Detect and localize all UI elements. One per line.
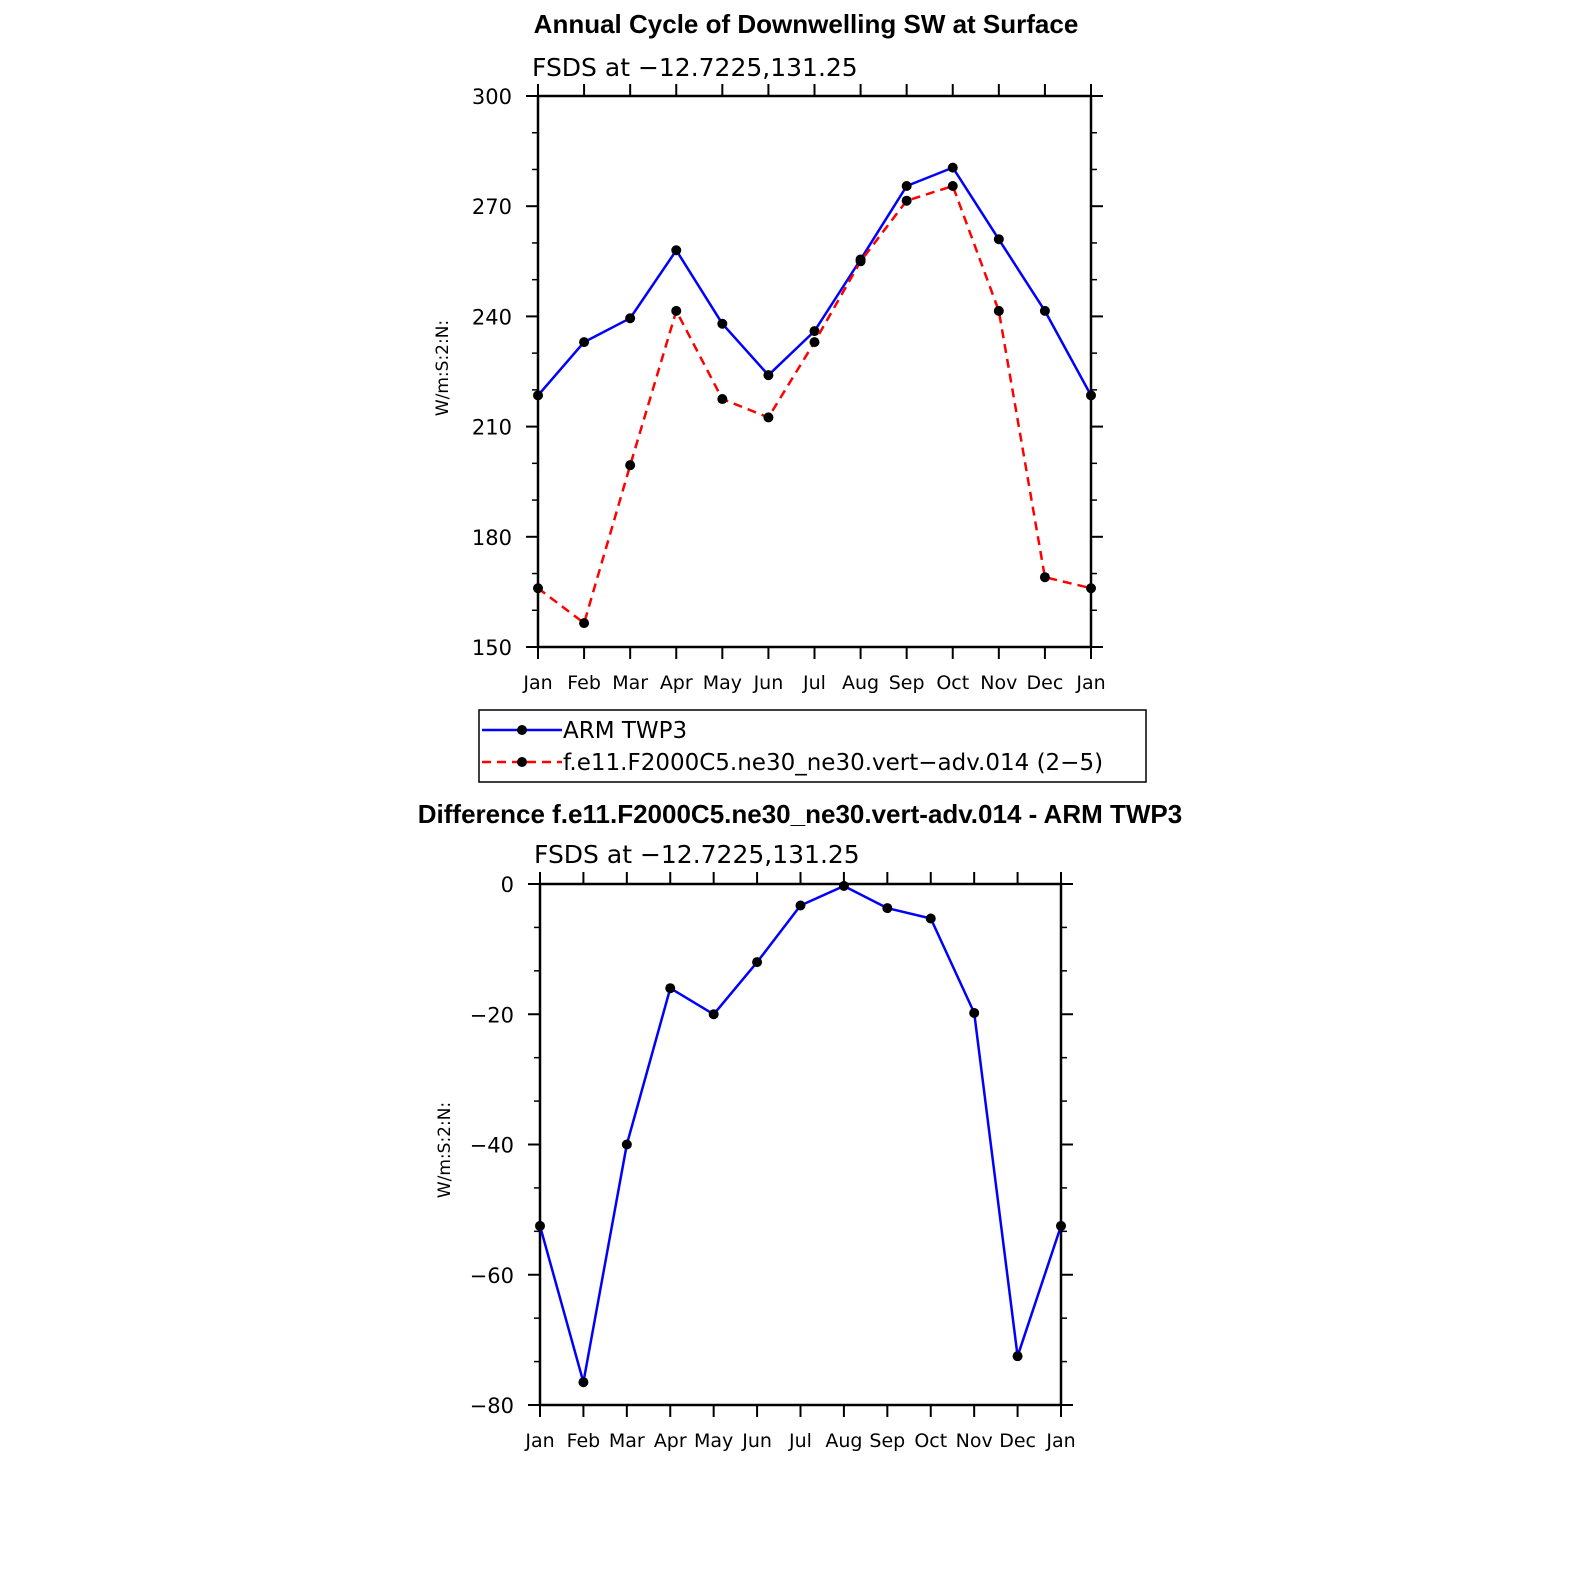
series-0-point xyxy=(625,313,636,324)
series-0-point xyxy=(882,903,893,914)
series-0-point xyxy=(665,983,676,994)
x-tick-label: Jul xyxy=(788,1430,812,1452)
y-tick-label: 300 xyxy=(472,85,512,109)
legend-entry-model: f.e11.F2000C5.ne30_ne30.vert−adv.014 (2−… xyxy=(482,750,1103,776)
series-0-point xyxy=(838,880,849,891)
chart-title: Annual Cycle of Downwelling SW at Surfac… xyxy=(534,9,1079,39)
x-tick-label: Jun xyxy=(753,672,784,694)
chart-subtitle: FSDS at −12.7225,131.25 xyxy=(534,840,860,869)
series-1-point xyxy=(625,460,636,471)
y-tick-label: 180 xyxy=(472,526,512,550)
series-1-point xyxy=(671,305,682,316)
y-tick-label: −40 xyxy=(470,1134,514,1158)
series-0-point xyxy=(578,1377,589,1388)
legend-label-model: f.e11.F2000C5.ne30_ne30.vert−adv.014 (2−… xyxy=(563,750,1103,776)
x-tick-label: Apr xyxy=(654,1430,687,1452)
series-1-point xyxy=(947,180,958,191)
x-tick-label: Jul xyxy=(802,672,826,694)
x-tick-label: Jan xyxy=(1045,1430,1075,1452)
series-line-0 xyxy=(538,884,1063,1384)
x-tick-label: Feb xyxy=(567,672,601,694)
series-0-point xyxy=(969,1007,980,1018)
series-0-point xyxy=(671,245,682,256)
series-0-point xyxy=(1012,1351,1023,1362)
x-tick-label: Oct xyxy=(914,1430,947,1452)
plot-area: 150 180 210 240 270 300 Jan Feb Mar Apr May Jun Jul A… xyxy=(472,84,1106,694)
legend-entry-arm-twp3: ARM TWP3 xyxy=(482,718,687,744)
series-0-point xyxy=(535,1220,545,1231)
x-tick-label: Mar xyxy=(609,1430,645,1452)
x-tick-label: Jun xyxy=(741,1430,772,1452)
x-tick-label: Apr xyxy=(660,672,693,694)
y-tick-label: 150 xyxy=(472,636,512,660)
x-tick-label: Jan xyxy=(1075,672,1105,694)
series-0-point xyxy=(947,162,958,173)
series-0-point xyxy=(1039,305,1050,316)
series-0-point xyxy=(901,180,912,191)
series-1-point xyxy=(993,305,1004,316)
series-0-point xyxy=(993,234,1004,245)
x-tick-label: Aug xyxy=(825,1430,862,1452)
plot-frame xyxy=(538,882,1063,1407)
series-1-point xyxy=(579,618,590,629)
x-tick-label: Jan xyxy=(524,1430,554,1452)
legend: ARM TWP3 f.e11.F2000C5.ne30_ne30.vert−ad… xyxy=(478,709,1147,783)
chart-title: Difference f.e11.F2000C5.ne30_ne30.vert-… xyxy=(418,799,1182,829)
x-tick-label: Dec xyxy=(999,1430,1036,1452)
series-0-point xyxy=(1056,1220,1066,1231)
series-0-point xyxy=(795,900,806,911)
series-1-point xyxy=(1086,583,1096,594)
x-tick-label: May xyxy=(703,672,742,694)
series-0-point xyxy=(1086,390,1096,401)
y-tick-label: 210 xyxy=(472,416,512,440)
x-tick-label: Nov xyxy=(980,672,1017,694)
series-0-point xyxy=(579,337,590,348)
series-0-point xyxy=(763,370,774,381)
series-0-point xyxy=(708,1009,719,1020)
series-1-point xyxy=(855,256,866,267)
y-tick-label: 0 xyxy=(501,873,514,897)
x-tick-label: Jan xyxy=(522,672,552,694)
series-0-point xyxy=(533,390,543,401)
y-axis-label: W/m:S:2:N: xyxy=(433,320,453,416)
difference-chart: Difference f.e11.F2000C5.ne30_ne30.vert-… xyxy=(418,799,1182,1452)
y-tick-label: −60 xyxy=(470,1264,514,1288)
y-axis-label: W/m:S:2:N: xyxy=(435,1102,455,1198)
plot-area: −80 −60 −40 −20 0 Jan Feb Mar Apr May Jun Jul Aug Sep… xyxy=(470,872,1076,1452)
plot-frame xyxy=(536,94,1093,649)
chart-subtitle: FSDS at −12.7225,131.25 xyxy=(532,53,858,82)
legend-label-arm-twp3: ARM TWP3 xyxy=(563,718,687,744)
series-0-point xyxy=(621,1139,632,1150)
annual-cycle-chart: Annual Cycle of Downwelling SW at Surfac… xyxy=(433,9,1106,694)
series-0-point xyxy=(925,913,936,924)
series-0-point xyxy=(809,326,820,337)
x-tick-label: May xyxy=(694,1430,733,1452)
series-1-point xyxy=(901,195,912,206)
series-1-point xyxy=(809,337,820,348)
x-tick-label: Dec xyxy=(1027,672,1064,694)
series-1-point xyxy=(763,412,774,423)
series-1-point xyxy=(1039,572,1050,583)
legend-box xyxy=(478,709,1147,783)
series-1-point xyxy=(717,394,728,405)
x-tick-label: Aug xyxy=(842,672,879,694)
x-tick-label: Feb xyxy=(567,1430,601,1452)
series-0-point xyxy=(752,957,763,968)
x-tick-label: Mar xyxy=(612,672,648,694)
series-0-point xyxy=(717,318,728,329)
series-1-point xyxy=(533,583,543,594)
legend-marker-model xyxy=(517,757,527,767)
y-tick-label: −80 xyxy=(470,1394,514,1418)
x-tick-label: Sep xyxy=(869,1430,905,1452)
x-tick-label: Nov xyxy=(956,1430,993,1452)
x-tick-label: Sep xyxy=(889,672,925,694)
y-tick-label: 240 xyxy=(472,305,512,329)
x-tick-label: Oct xyxy=(936,672,969,694)
y-tick-label: −20 xyxy=(470,1003,514,1027)
y-tick-label: 270 xyxy=(472,195,512,219)
legend-marker-arm-twp3 xyxy=(517,725,527,735)
